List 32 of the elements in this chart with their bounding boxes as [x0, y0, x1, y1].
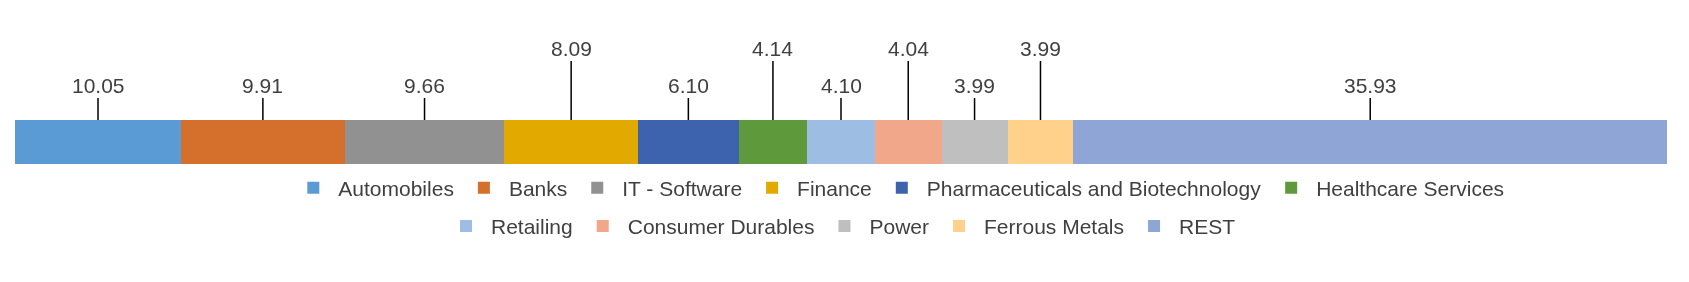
data-label: 9.66	[404, 74, 445, 97]
bar	[15, 120, 181, 164]
bar	[942, 120, 1008, 164]
data-label: 10.05	[72, 74, 125, 97]
data-label: 9.91	[242, 74, 283, 97]
bar	[739, 120, 807, 164]
bar	[875, 120, 942, 164]
legend-label: Pharmaceuticals and Biotechnology	[926, 176, 1262, 200]
data-label: 4.10	[821, 74, 862, 97]
bar	[807, 120, 875, 164]
bar	[1008, 120, 1073, 164]
data-label: 35.93	[1344, 74, 1397, 97]
data-label: 3.99	[954, 74, 995, 97]
data-label: 4.14	[752, 37, 794, 60]
data-label: 8.09	[551, 37, 592, 60]
legend-label: Automobiles	[338, 176, 454, 200]
bar	[638, 120, 739, 164]
legend-label: Retailing	[491, 215, 573, 239]
bar	[181, 120, 345, 164]
bar	[504, 120, 638, 164]
bar	[345, 120, 504, 164]
data-label: 4.04	[888, 37, 930, 60]
legend-label: REST	[1179, 215, 1236, 239]
legend-label: Healthcare Services	[1316, 176, 1505, 200]
data-label: 6.10	[668, 74, 709, 97]
legend-label: Ferrous Metals	[984, 215, 1125, 239]
legend-label: Power	[869, 215, 929, 239]
legend-label: Consumer Durables	[627, 215, 815, 239]
legend-label: Finance	[797, 176, 872, 200]
data-label: 3.99	[1020, 37, 1061, 60]
legend-label: IT - Software	[622, 176, 743, 200]
legend-label: Banks	[508, 176, 568, 200]
